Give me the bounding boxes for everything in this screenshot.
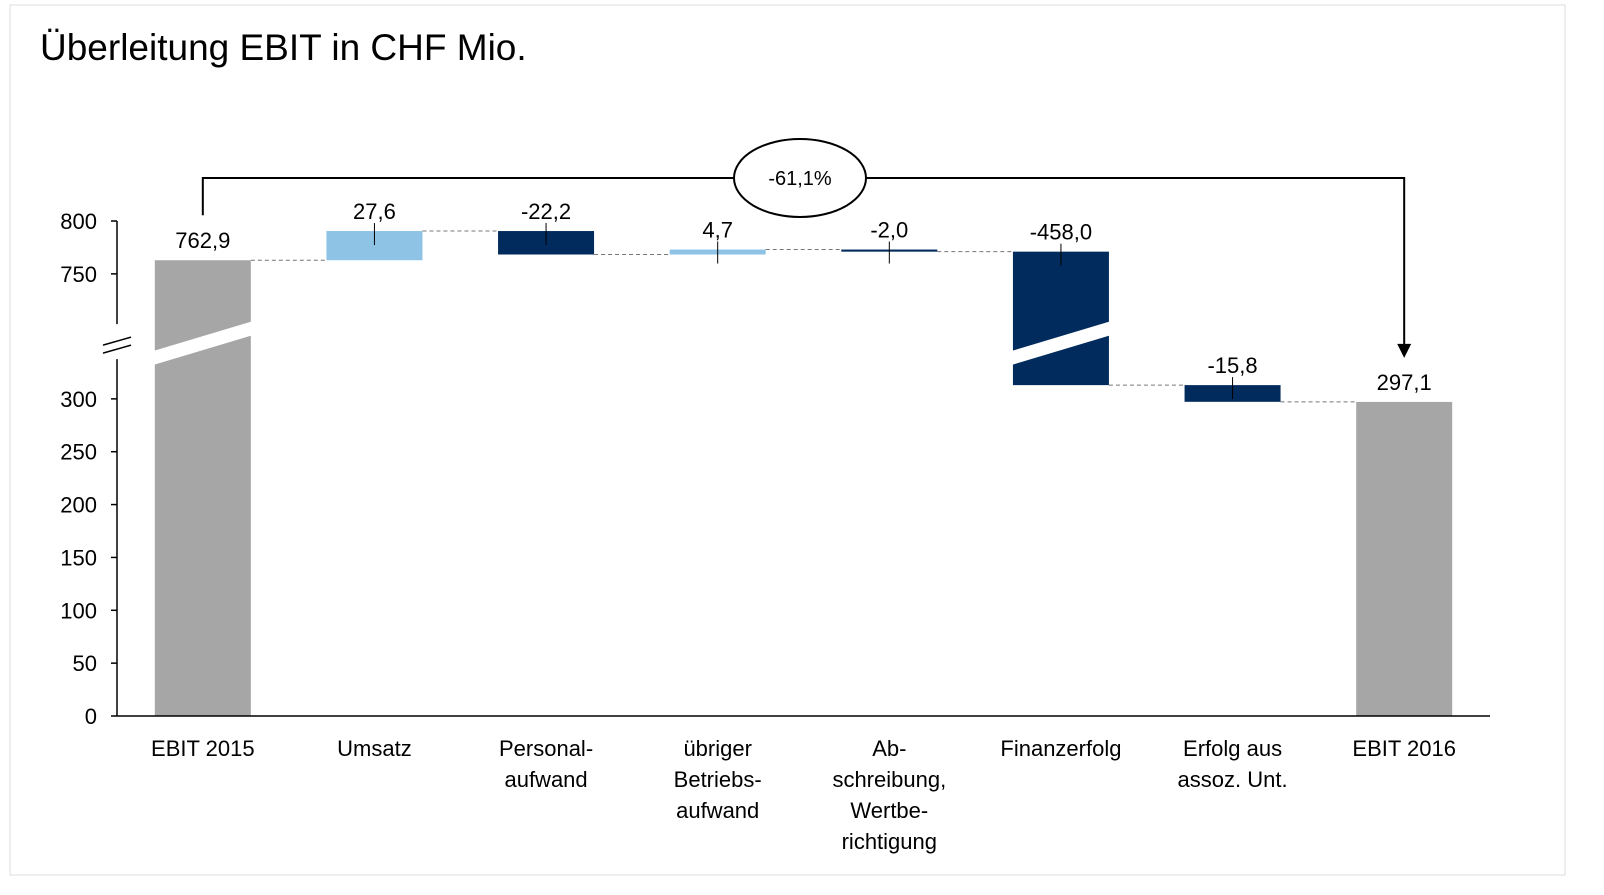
y-tick-label: 250 [60, 440, 97, 465]
x-tick-line: Betriebs- [674, 767, 762, 792]
x-tick-line: Erfolg aus [1183, 736, 1282, 761]
x-tick-label: EBIT 2016 [1352, 736, 1456, 761]
annotation-arrow [1397, 343, 1412, 358]
chart-title: Überleitung EBIT in CHF Mio. [40, 27, 527, 68]
y-tick-label: 150 [60, 545, 97, 570]
x-tick-line: schreibung, [832, 767, 946, 792]
x-tick-label: Ab-schreibung, Wertbe-richtigung [832, 736, 946, 854]
x-tick-line: Umsatz [337, 736, 412, 761]
x-tick-label: Erfolg aus assoz. Unt. [1178, 736, 1288, 792]
value-label: -2,0 [870, 218, 908, 243]
annotation: -61,1% [768, 168, 832, 190]
bar [1012, 251, 1109, 386]
value-label: -458,0 [1030, 220, 1092, 245]
x-tick-line: aufwand [504, 767, 587, 792]
x-tick-line: EBIT 2016 [1352, 736, 1456, 761]
x-tick-label: EBIT 2015 [151, 736, 255, 761]
x-tick-label: übriger Betriebs-aufwand [674, 736, 762, 823]
bar [1356, 401, 1453, 716]
value-label: 297,1 [1377, 370, 1432, 395]
value-label: -22,2 [521, 199, 571, 224]
x-tick-line: assoz. Unt. [1178, 767, 1288, 792]
y-tick-label: 50 [73, 651, 97, 676]
x-tick-label: Umsatz [337, 736, 412, 761]
axis-break [102, 336, 132, 346]
x-tick-line: Personal- [499, 736, 593, 761]
value-label: 762,9 [175, 228, 230, 253]
x-tick-line: Wertbe- [850, 798, 928, 823]
value-label: -15,8 [1207, 353, 1257, 378]
y-tick-label: 800 [60, 209, 97, 234]
y-tick-label: 300 [60, 387, 97, 412]
x-tick-line: richtigung [842, 829, 937, 854]
x-tick-label: Finanzerfolg [1000, 736, 1121, 761]
x-tick-line: übriger [683, 736, 751, 761]
value-label: 27,6 [353, 199, 396, 224]
x-tick-line: Finanzerfolg [1000, 736, 1121, 761]
y-tick-label: 200 [60, 493, 97, 518]
break-band [152, 321, 253, 366]
x-tick-line: Ab- [872, 736, 906, 761]
x-tick-label: Personal-aufwand [499, 736, 593, 792]
break-band [1010, 321, 1111, 366]
x-tick-line: aufwand [676, 798, 759, 823]
value-label: 4,7 [702, 218, 733, 243]
annotation-bubble [733, 138, 867, 218]
axis-break [102, 344, 132, 354]
y-tick-label: 750 [60, 262, 97, 287]
y-tick-label: 100 [60, 598, 97, 623]
y-tick-label: 0 [85, 704, 97, 729]
x-tick-line: EBIT 2015 [151, 736, 255, 761]
